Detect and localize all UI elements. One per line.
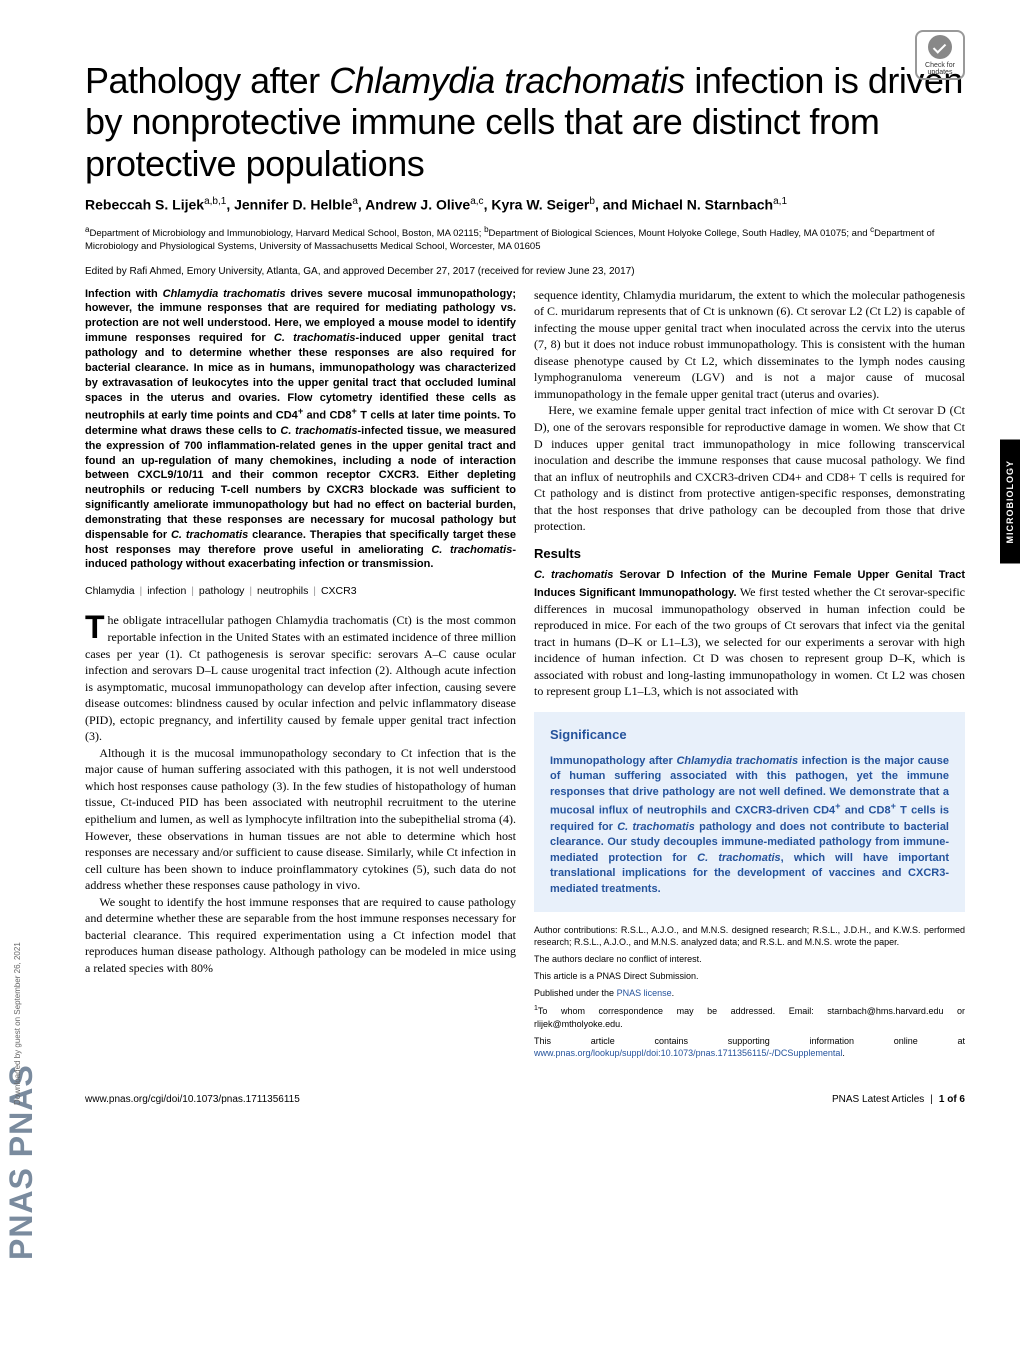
- left-column: Infection with Chlamydia trachomatis dri…: [85, 287, 516, 1064]
- footer-pagination: PNAS Latest Articles|1 of 6: [832, 1094, 965, 1105]
- crossmark-badge[interactable]: Check for updates: [915, 30, 965, 80]
- footer-doi: www.pnas.org/cgi/doi/10.1073/pnas.171135…: [85, 1094, 300, 1105]
- significance-text: Immunopathology after Chlamydia trachoma…: [550, 754, 949, 898]
- license-line: Published under the PNAS license.: [534, 987, 965, 999]
- keywords: Chlamydia | infection | pathology | neut…: [85, 584, 516, 598]
- article-title: Pathology after Chlamydia trachomatis in…: [85, 60, 965, 184]
- page-footer: www.pnas.org/cgi/doi/10.1073/pnas.171135…: [85, 1088, 965, 1105]
- significance-heading: Significance: [550, 726, 949, 744]
- author-contributions: Author contributions: R.S.L., A.J.O., an…: [534, 924, 965, 948]
- supplemental-info: This article contains supporting informa…: [534, 1035, 965, 1059]
- affiliations: aDepartment of Microbiology and Immunobi…: [85, 225, 965, 254]
- results-body: C. trachomatis Serovar D Infection of th…: [534, 566, 965, 700]
- body-text-left: The obligate intracellular pathogen Chla…: [85, 612, 516, 976]
- edited-by-line: Edited by Rafi Ahmed, Emory University, …: [85, 266, 965, 277]
- significance-box: Significance Immunopathology after Chlam…: [534, 712, 965, 912]
- authors-line: Rebeccah S. Lijeka,b,1, Jennifer D. Helb…: [85, 196, 965, 213]
- check-icon: [928, 35, 952, 59]
- conflict-statement: The authors declare no conflict of inter…: [534, 953, 965, 965]
- crossmark-label: Check for updates: [917, 62, 963, 76]
- footnotes: Author contributions: R.S.L., A.J.O., an…: [534, 924, 965, 1059]
- abstract: Infection with Chlamydia trachomatis dri…: [85, 287, 516, 573]
- right-column: sequence identity, Chlamydia muridarum, …: [534, 287, 965, 1064]
- correspondence: 1To whom correspondence may be addressed…: [534, 1004, 965, 1029]
- pnas-license-link[interactable]: PNAS license: [617, 988, 672, 998]
- results-heading: Results: [534, 545, 965, 563]
- body-text-right-top: sequence identity, Chlamydia muridarum, …: [534, 287, 965, 535]
- submission-type: This article is a PNAS Direct Submission…: [534, 970, 965, 982]
- supplemental-link[interactable]: www.pnas.org/lookup/suppl/doi:10.1073/pn…: [534, 1048, 842, 1058]
